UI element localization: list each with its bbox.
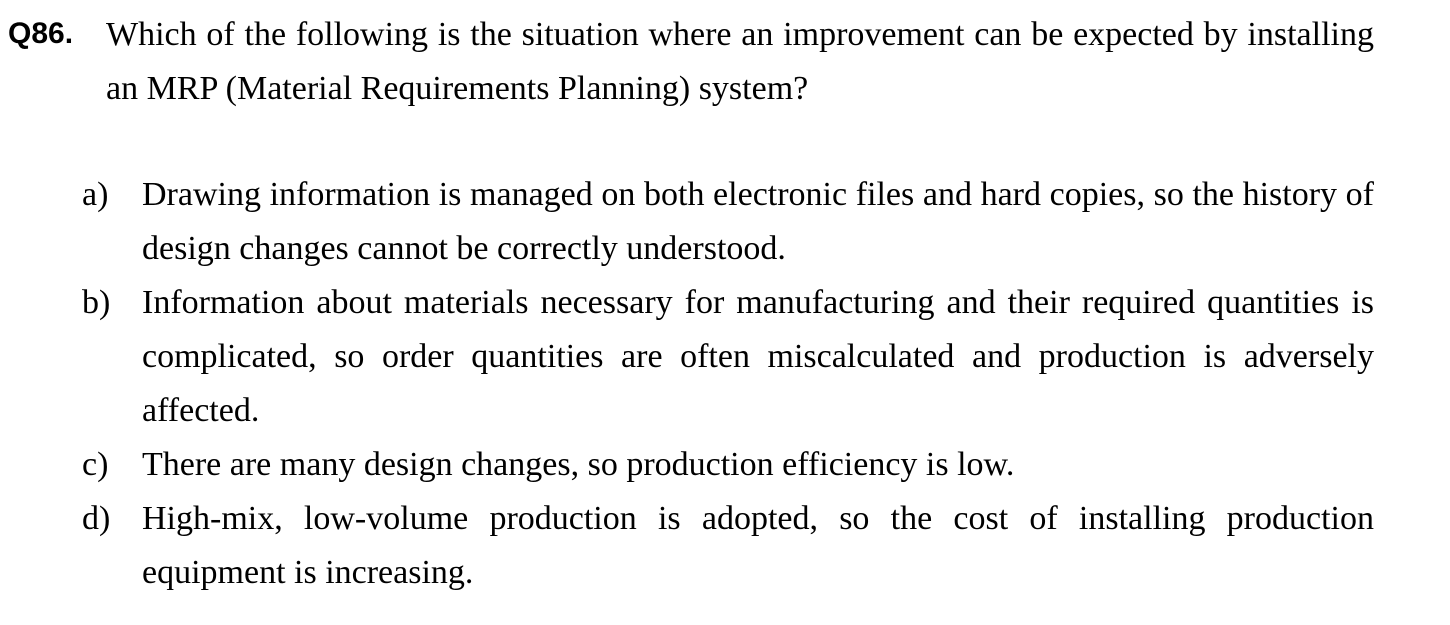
option-d: d) High-mix, low-volume production is ad… bbox=[82, 492, 1374, 600]
answer-options: a) Drawing information is managed on bot… bbox=[82, 168, 1374, 600]
option-text: High-mix, low-volume production is adopt… bbox=[142, 500, 1374, 591]
option-label: b) bbox=[82, 284, 111, 321]
option-c: c) There are many design changes, so pro… bbox=[82, 438, 1374, 492]
question-number: Q86. bbox=[8, 17, 74, 50]
option-label: a) bbox=[82, 176, 109, 213]
option-text: Drawing information is managed on both e… bbox=[142, 176, 1374, 267]
question-text: Which of the following is the situation … bbox=[106, 16, 1374, 107]
option-b: b) Information about materials necessary… bbox=[82, 276, 1374, 438]
option-text: Information about materials necessary fo… bbox=[142, 284, 1374, 429]
option-a: a) Drawing information is managed on bot… bbox=[82, 168, 1374, 276]
option-label: c) bbox=[82, 446, 109, 483]
option-label: d) bbox=[82, 500, 111, 537]
option-text: There are many design changes, so produc… bbox=[142, 446, 1015, 483]
